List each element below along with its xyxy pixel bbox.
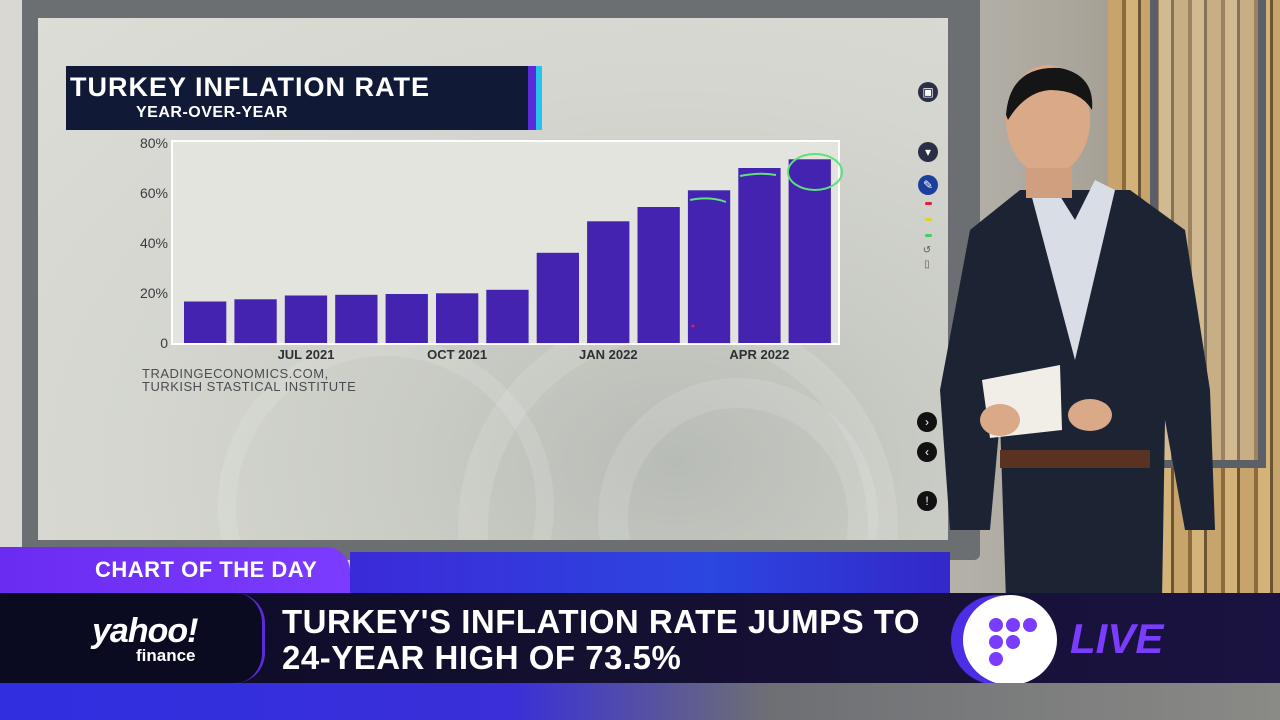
chart-of-the-day-label: CHART OF THE DAY [95, 557, 318, 582]
bar-apr-2022 [738, 168, 781, 343]
chart-title: TURKEY INFLATION RATE [70, 72, 430, 102]
bar-jun-2021 [234, 299, 277, 344]
headline-line: 24-YEAR HIGH OF 73.5% [282, 639, 682, 676]
bar-nov-2021 [486, 289, 529, 344]
live-label: LIVE [1070, 615, 1164, 662]
chart-source: TRADINGECONOMICS.COM, TURKISH STASTICAL … [142, 367, 356, 393]
green-color-swatch[interactable] [925, 234, 932, 237]
bar-may-2021 [184, 301, 227, 343]
yahoo-logo: yahoo! [92, 612, 198, 650]
previous-icon[interactable]: ‹ [917, 442, 937, 462]
filter-icon[interactable]: ▾ [918, 142, 938, 162]
annotation-stroke [739, 172, 777, 177]
title-banner [66, 66, 536, 130]
headline-line: TURKEY'S INFLATION RATE JUMPS TO [282, 603, 921, 640]
undo-icon[interactable]: ↺ [922, 245, 932, 256]
image-icon[interactable]: ▣ [918, 82, 938, 102]
y-tick-label: 40% [140, 235, 168, 251]
annotation-dot [691, 324, 695, 328]
y-tick-label: 0 [160, 335, 168, 351]
accent-strip [350, 552, 950, 594]
bar-dec-2021 [536, 252, 579, 344]
source-line: TRADINGECONOMICS.COM, [142, 366, 329, 381]
bottom-strip [0, 683, 1280, 720]
bar-jul-2021 [284, 295, 328, 343]
x-tick-label: OCT 2021 [427, 347, 487, 362]
finance-logo: finance [136, 646, 196, 665]
bar-feb-2022 [637, 207, 680, 343]
chart-of-the-day-tab [0, 547, 350, 593]
headline: TURKEY'S INFLATION RATE JUMPS TO 24-YEAR… [282, 604, 920, 676]
chart-subtitle: YEAR-OVER-YEAR [136, 104, 288, 121]
bar-aug-2021 [335, 294, 378, 344]
presenter [940, 65, 1215, 720]
annotation-stroke [689, 197, 727, 203]
pen-icon[interactable]: ✎ [918, 175, 938, 195]
alert-icon[interactable]: ! [917, 491, 937, 511]
trash-icon[interactable]: ▯ [924, 259, 930, 270]
y-tick-label: 80% [140, 135, 168, 151]
x-tick-label: JUL 2021 [278, 347, 335, 362]
yellow-color-swatch[interactable] [925, 218, 932, 221]
live-logo-icon [963, 595, 1057, 685]
bar-mar-2022 [687, 190, 731, 344]
source-line: TURKISH STASTICAL INSTITUTE [142, 379, 357, 394]
annotation-circle [787, 153, 843, 191]
bar-sep-2021 [385, 294, 428, 343]
y-tick-label: 60% [140, 185, 168, 201]
next-icon[interactable]: › [917, 412, 937, 432]
y-tick-label: 20% [140, 285, 168, 301]
x-tick-label: APR 2022 [729, 347, 789, 362]
x-tick-label: JAN 2022 [579, 347, 638, 362]
bar-oct-2021 [436, 293, 479, 344]
bar-jan-2022 [587, 221, 630, 344]
red-color-swatch[interactable] [925, 202, 932, 205]
bar-may-2022 [788, 159, 831, 344]
yahoo-finance-logo-box [0, 593, 265, 683]
